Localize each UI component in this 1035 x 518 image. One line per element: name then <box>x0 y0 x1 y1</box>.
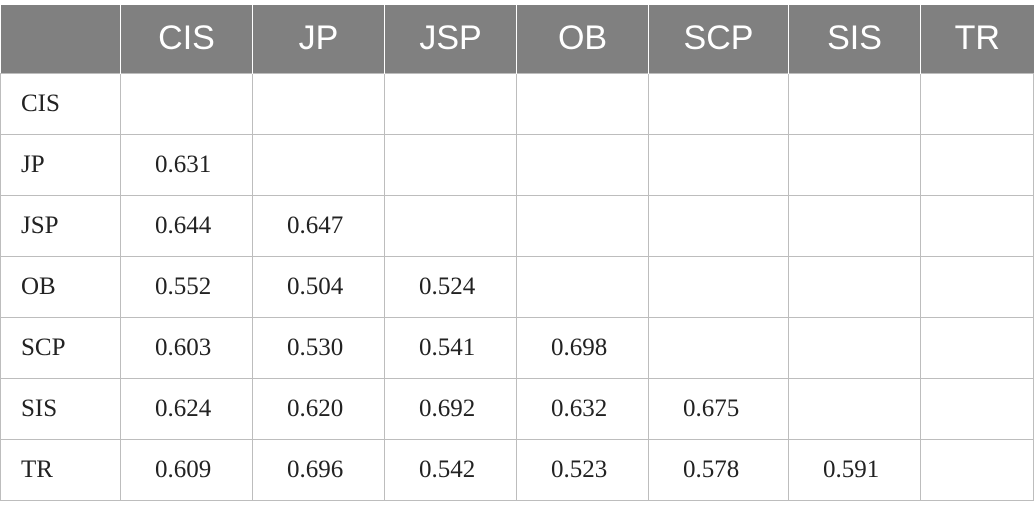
table-cell: 0.644 <box>120 194 253 257</box>
table-cell: 0.552 <box>120 255 253 318</box>
table-row: SCP 0.603 0.530 0.541 0.698 <box>0 316 1034 379</box>
row-header: SCP <box>0 316 121 379</box>
table-cell <box>920 194 1034 257</box>
column-header-cis: CIS <box>120 5 253 73</box>
table-cell <box>384 194 517 257</box>
header-row: CIS JP JSP OB SCP SIS TR <box>0 5 1034 73</box>
column-header-ob: OB <box>516 5 649 73</box>
table-header: CIS JP JSP OB SCP SIS TR <box>0 5 1034 73</box>
table-cell: 0.692 <box>384 377 517 440</box>
table-cell <box>788 255 921 318</box>
corner-cell <box>0 5 121 73</box>
row-header: SIS <box>0 377 121 440</box>
column-header-tr: TR <box>920 5 1034 73</box>
table-cell: 0.609 <box>120 438 253 501</box>
table-cell: 0.523 <box>516 438 649 501</box>
table-cell <box>648 133 789 196</box>
table-cell: 0.631 <box>120 133 253 196</box>
table-cell: 0.591 <box>788 438 921 501</box>
table-cell: 0.632 <box>516 377 649 440</box>
table-row: JP 0.631 <box>0 133 1034 196</box>
table-cell <box>788 316 921 379</box>
table-cell <box>788 133 921 196</box>
table-row: CIS <box>0 72 1034 135</box>
table-cell <box>384 72 517 135</box>
table-cell: 0.578 <box>648 438 789 501</box>
column-header-scp: SCP <box>648 5 789 73</box>
column-header-sis: SIS <box>788 5 921 73</box>
table-cell <box>516 72 649 135</box>
table-cell <box>252 72 385 135</box>
table-cell: 0.624 <box>120 377 253 440</box>
table-cell: 0.524 <box>384 255 517 318</box>
table-cell: 0.504 <box>252 255 385 318</box>
table-cell <box>788 194 921 257</box>
table-cell <box>120 72 253 135</box>
table-cell <box>516 194 649 257</box>
table-row: SIS 0.624 0.620 0.692 0.632 0.675 <box>0 377 1034 440</box>
table-cell <box>516 255 649 318</box>
table-cell: 0.541 <box>384 316 517 379</box>
table-cell <box>648 72 789 135</box>
table-cell <box>920 377 1034 440</box>
table-cell: 0.696 <box>252 438 385 501</box>
table-cell <box>920 438 1034 501</box>
table-cell <box>788 377 921 440</box>
table-body: CIS JP 0.631 JSP 0.644 0.647 OB 0.552 0.504 0.524… <box>0 72 1034 501</box>
table-cell: 0.530 <box>252 316 385 379</box>
table-cell <box>920 316 1034 379</box>
table-cell <box>648 316 789 379</box>
table-cell: 0.620 <box>252 377 385 440</box>
column-header-jsp: JSP <box>384 5 517 73</box>
row-header: CIS <box>0 72 121 135</box>
correlation-table: CIS JP JSP OB SCP SIS TR CIS JP 0.631 JSP 0.… <box>0 5 1034 501</box>
table-cell: 0.542 <box>384 438 517 501</box>
column-header-jp: JP <box>252 5 385 73</box>
table-row: JSP 0.644 0.647 <box>0 194 1034 257</box>
table-cell <box>648 255 789 318</box>
table-cell <box>920 133 1034 196</box>
table-cell: 0.698 <box>516 316 649 379</box>
table-cell <box>252 133 385 196</box>
table-cell: 0.675 <box>648 377 789 440</box>
row-header: JSP <box>0 194 121 257</box>
table-cell <box>516 133 649 196</box>
table-cell: 0.647 <box>252 194 385 257</box>
table-row: OB 0.552 0.504 0.524 <box>0 255 1034 318</box>
table-cell <box>920 255 1034 318</box>
table-cell <box>384 133 517 196</box>
table-cell <box>788 72 921 135</box>
row-header: OB <box>0 255 121 318</box>
table-cell <box>920 72 1034 135</box>
table-cell <box>648 194 789 257</box>
row-header: TR <box>0 438 121 501</box>
table-row: TR 0.609 0.696 0.542 0.523 0.578 0.591 <box>0 438 1034 501</box>
table-cell: 0.603 <box>120 316 253 379</box>
row-header: JP <box>0 133 121 196</box>
